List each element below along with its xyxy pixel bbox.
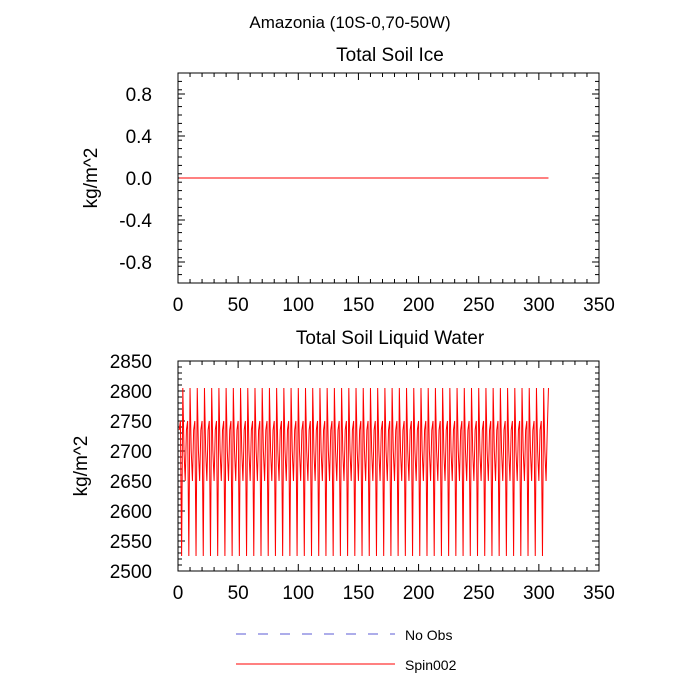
y-tick-label: 0.4 xyxy=(126,127,153,148)
legend-label-spin002: Spin002 xyxy=(405,657,457,673)
legend: No Obs Spin002 xyxy=(236,627,457,673)
x-tick-label: 150 xyxy=(343,295,375,316)
y-tick-label: 0.0 xyxy=(126,169,152,190)
x-tick-label: 0 xyxy=(173,295,184,316)
y-tick-label: 2500 xyxy=(110,562,152,583)
x-tick-label: 300 xyxy=(523,295,555,316)
x-tick-label: 350 xyxy=(583,295,615,316)
y-tick-label: -0.4 xyxy=(119,211,152,232)
panel-bottom-tick-labels: 0 50 100 150 200 250 300 350 2500 2550 2600 2650 270… xyxy=(110,352,615,604)
legend-label-no-obs: No Obs xyxy=(405,627,452,643)
x-tick-label: 350 xyxy=(583,583,615,604)
panel-top-title: Total Soil Ice xyxy=(336,45,444,66)
x-tick-label: 300 xyxy=(523,583,555,604)
x-tick-label: 50 xyxy=(228,295,249,316)
panel-bottom-ylabel: kg/m^2 xyxy=(71,436,92,497)
y-tick-label: 2850 xyxy=(110,352,152,373)
y-tick-label: 2700 xyxy=(110,442,152,463)
panel-bottom-title: Total Soil Liquid Water xyxy=(296,328,485,349)
y-tick-label: -0.8 xyxy=(119,253,152,274)
x-tick-label: 50 xyxy=(228,583,249,604)
figure-title: Amazonia (10S-0,70-50W) xyxy=(249,13,450,32)
x-tick-label: 100 xyxy=(282,295,314,316)
y-tick-label: 0.8 xyxy=(126,85,152,106)
y-tick-label: 2550 xyxy=(110,532,152,553)
x-tick-label: 200 xyxy=(403,583,435,604)
panel-bottom: Total Soil Liquid Water kg/m^2 0 50 100 150… xyxy=(71,328,615,604)
x-tick-label: 250 xyxy=(463,295,495,316)
x-tick-label: 150 xyxy=(343,583,375,604)
x-tick-label: 200 xyxy=(403,295,435,316)
x-tick-label: 100 xyxy=(282,583,314,604)
y-tick-label: 2650 xyxy=(110,472,152,493)
series-line-spin002 xyxy=(178,387,549,557)
panel-top-ticks xyxy=(177,72,600,284)
panel-top-tick-labels: 0 50 100 150 200 250 300 350 -0.8 -0.4 0.0 0.4 0.8 xyxy=(119,85,615,316)
y-tick-label: 2800 xyxy=(110,382,152,403)
panel-top: Total Soil Ice kg/m^2 0 50 100 150 200 250 300… xyxy=(81,45,615,316)
y-tick-label: 2600 xyxy=(110,502,152,523)
panel-top-ylabel: kg/m^2 xyxy=(81,148,102,209)
x-tick-label: 250 xyxy=(463,583,495,604)
x-tick-label: 0 xyxy=(173,583,184,604)
panel-bottom-series xyxy=(178,387,549,557)
y-tick-label: 2750 xyxy=(110,412,152,433)
panel-bottom-frame xyxy=(177,360,600,572)
